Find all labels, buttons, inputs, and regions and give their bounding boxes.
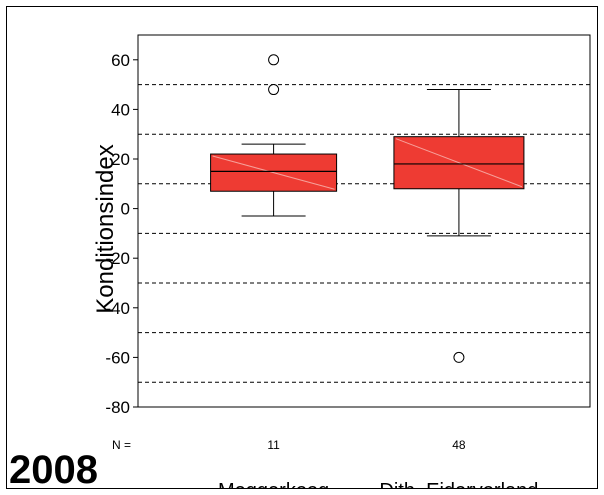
- category-label: Meggerkoog: [218, 480, 329, 488]
- category-label: Dith. Eidervorland: [379, 480, 538, 488]
- y-axis-label: Konditionsindex: [92, 144, 119, 313]
- box-shading: [212, 155, 335, 190]
- outlier-point: [268, 54, 280, 66]
- n-label: N =: [112, 438, 131, 452]
- y-tick-label: -40: [105, 299, 130, 318]
- y-axis: 60 40 20 0 -20 -40 -60 -80: [105, 51, 138, 417]
- chart-frame: 60 40 20 0 -20 -40 -60 -80 Konditionsindex N = …: [6, 6, 598, 489]
- y-tick-label: -20: [105, 249, 130, 268]
- plot-area-border: [137, 34, 591, 408]
- category-labels: Meggerkoog Dith. Eidervorland: [218, 480, 538, 488]
- n-value: 11: [267, 438, 280, 452]
- outlier-point: [453, 351, 465, 363]
- year-label: 2008: [9, 448, 98, 488]
- y-tick-label: 40: [111, 100, 130, 119]
- y-tick-label: 60: [111, 51, 130, 70]
- box-series: [210, 54, 525, 363]
- outlier-point: [268, 84, 280, 96]
- box-1: [210, 54, 338, 217]
- grid-lines: [138, 84, 590, 383]
- y-tick-label: 20: [111, 150, 130, 169]
- y-tick-label: -80: [105, 398, 130, 417]
- y-tick-label: 0: [121, 200, 130, 219]
- n-values: 11 48: [267, 438, 466, 452]
- box-shading: [395, 138, 523, 188]
- box-2: [393, 89, 525, 363]
- y-tick-label: -60: [105, 348, 130, 367]
- n-value: 48: [452, 438, 466, 452]
